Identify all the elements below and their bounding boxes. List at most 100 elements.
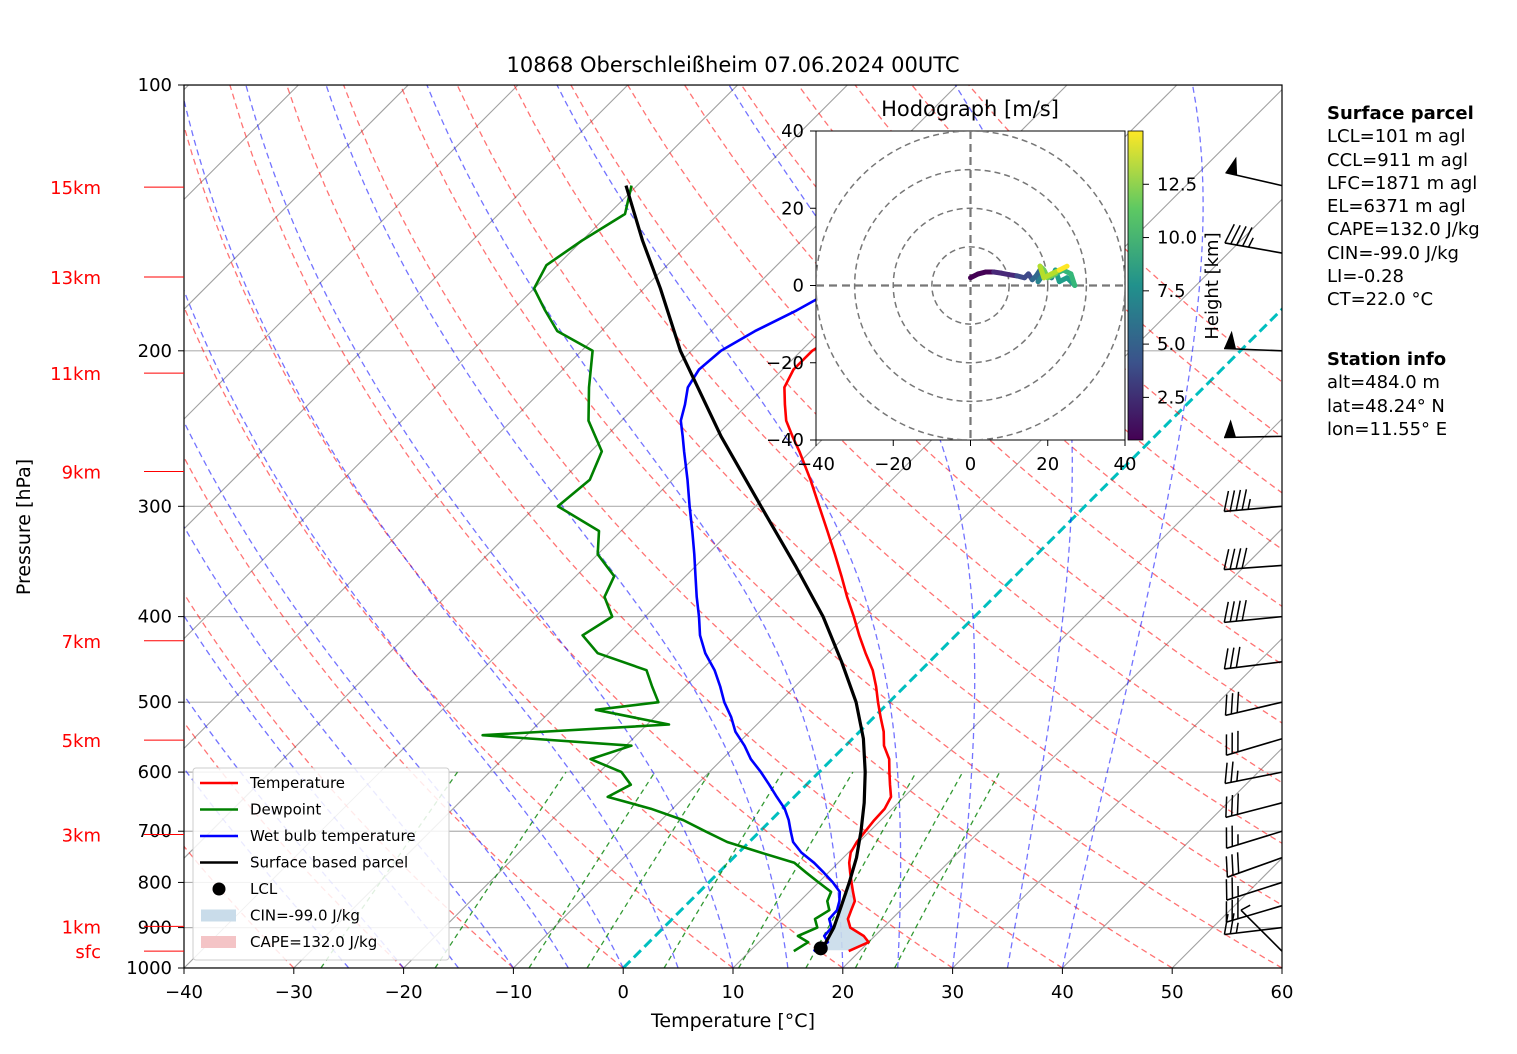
profile-line <box>624 185 867 952</box>
x-tick-label: 50 <box>1161 982 1184 1003</box>
height-labels: 15km 13km 11km 9km 7km 5km 3km 1km sfc <box>50 178 184 963</box>
isotherm <box>732 418 1282 968</box>
chart-title: 10868 Oberschleißheim 07.06.2024 00UTC <box>507 53 960 77</box>
surface-parcel-box: Surface parcel LCL=101 m agl CCL=911 m a… <box>1327 102 1480 312</box>
height-label: 15km <box>50 178 101 199</box>
wind-barb <box>1240 904 1283 952</box>
wind-barb-full <box>1225 796 1228 818</box>
wind-barb-full <box>1236 226 1247 246</box>
surface-parcel-title: Surface parcel <box>1327 103 1474 124</box>
wind-barb-full <box>1225 856 1229 878</box>
legend-label: Wet bulb temperature <box>250 827 416 845</box>
wind-barb-half <box>1236 770 1239 782</box>
wind-barb <box>1225 825 1283 850</box>
colorbar-tick-label: 5.0 <box>1157 334 1186 355</box>
height-label: 1km <box>62 917 101 938</box>
wind-barb-half <box>1247 498 1251 510</box>
wind-barb-staff <box>1224 660 1283 670</box>
dry-adiabat <box>184 305 734 968</box>
wind-barb-staff <box>1225 802 1283 819</box>
y-tick-label: 900 <box>138 918 172 939</box>
wind-barb-staff <box>1227 856 1283 878</box>
x-tick-label: −40 <box>165 982 203 1003</box>
dry-adiabat <box>342 85 1173 968</box>
hodograph-ring <box>853 168 1088 403</box>
hodograph-y-tick-label: −40 <box>766 430 804 451</box>
legend-label: Dewpoint <box>250 801 321 819</box>
wind-barb-staff <box>1224 564 1283 571</box>
wind-barb-full <box>1223 601 1230 623</box>
height-label: sfc <box>75 942 101 963</box>
moist-adiabat <box>1061 85 1204 968</box>
wind-barb <box>1223 547 1283 571</box>
hodograph-x-tick-label: −40 <box>797 454 835 475</box>
moist-adiabat <box>184 288 624 968</box>
y-tick-label: 300 <box>138 496 172 517</box>
profile-line <box>481 185 833 953</box>
wind-barb-full <box>1224 694 1228 716</box>
wind-barb-flag <box>1224 330 1237 349</box>
hodograph-y-tick-label: 40 <box>781 121 804 142</box>
wind-barb-half <box>1235 922 1239 934</box>
wind-barb-full <box>1230 794 1234 816</box>
wind-barb <box>1224 691 1283 717</box>
colorbar-tick-label: 10.0 <box>1157 228 1197 249</box>
moist-adiabat <box>184 420 569 968</box>
wind-barb <box>1224 761 1283 785</box>
wind-barb-full <box>1236 691 1240 713</box>
y-axis-label: Pressure [hPa] <box>13 459 35 595</box>
height-label: 5km <box>62 731 101 752</box>
surface-parcel-line: CCL=911 m agl <box>1327 149 1469 171</box>
hodograph-title: Hodograph [m/s] <box>881 97 1059 121</box>
mixing-ratio-line <box>663 771 784 968</box>
wind-barb-full <box>1229 490 1236 512</box>
wind-barb-staff <box>1226 737 1283 756</box>
isotherm <box>184 85 629 530</box>
hodograph: Hodograph [m/s] −40 −40 −20 −20 0 0 20 20 40 40 2… <box>766 97 1223 475</box>
mixing-ratio-line <box>528 771 656 968</box>
wind-barb-full <box>1235 548 1242 569</box>
wind-barb-full <box>1229 647 1235 669</box>
hodograph-x-tick-label: 0 <box>965 454 976 475</box>
wind-barb-full <box>1241 227 1253 247</box>
wind-barb-full <box>1223 549 1230 570</box>
wind-barb-full <box>1235 489 1242 511</box>
colorbar-tick-label: 12.5 <box>1157 174 1197 195</box>
x-tick-label: −10 <box>494 982 532 1003</box>
wind-barb-staff <box>1224 615 1283 624</box>
height-label: 7km <box>62 632 101 653</box>
wind-barb-full <box>1241 599 1247 621</box>
wind-barbs <box>1223 156 1283 952</box>
lcl-marker <box>813 941 828 956</box>
wind-barb-staff <box>1240 909 1283 952</box>
wind-barb-full <box>1224 223 1235 244</box>
legend-label: Surface based parcel <box>250 854 408 872</box>
surface-parcel-line: EL=6371 m agl <box>1327 196 1466 218</box>
dry-adiabat <box>399 85 1282 968</box>
moist-adiabat <box>556 85 902 968</box>
hodograph-ring <box>892 207 1049 364</box>
isotherm <box>184 85 409 310</box>
wind-barb-full <box>1230 693 1234 715</box>
hodograph-y-tick-label: 20 <box>781 198 804 219</box>
wind-barb-full <box>1230 224 1241 245</box>
hodograph-segment <box>1056 263 1070 273</box>
wind-barb-staff <box>1225 171 1283 187</box>
wind-barb <box>1223 419 1283 439</box>
dry-adiabat <box>854 85 1282 494</box>
wind-barb <box>1225 793 1283 819</box>
dry-adiabat <box>456 85 1282 906</box>
wind-barb <box>1224 223 1283 254</box>
station-info-title: Station info <box>1327 349 1447 370</box>
wind-barb-staff <box>1224 771 1283 785</box>
colorbar-tick-label: 2.5 <box>1157 387 1186 408</box>
wind-barb-full <box>1229 548 1236 570</box>
hodograph-x-tick-label: 40 <box>1114 454 1137 475</box>
x-tick-label: 0 <box>617 982 628 1003</box>
dry-adiabat <box>229 85 953 968</box>
hodograph-x-tick-label: 20 <box>1036 454 1059 475</box>
x-axis-ticks: −40 −30 −20 −10 0 10 20 30 40 50 60 <box>165 968 1293 1003</box>
wind-barb-staff <box>1224 242 1283 254</box>
surface-parcel-line: LI=-0.28 <box>1327 266 1404 288</box>
isotherm <box>842 528 1282 968</box>
